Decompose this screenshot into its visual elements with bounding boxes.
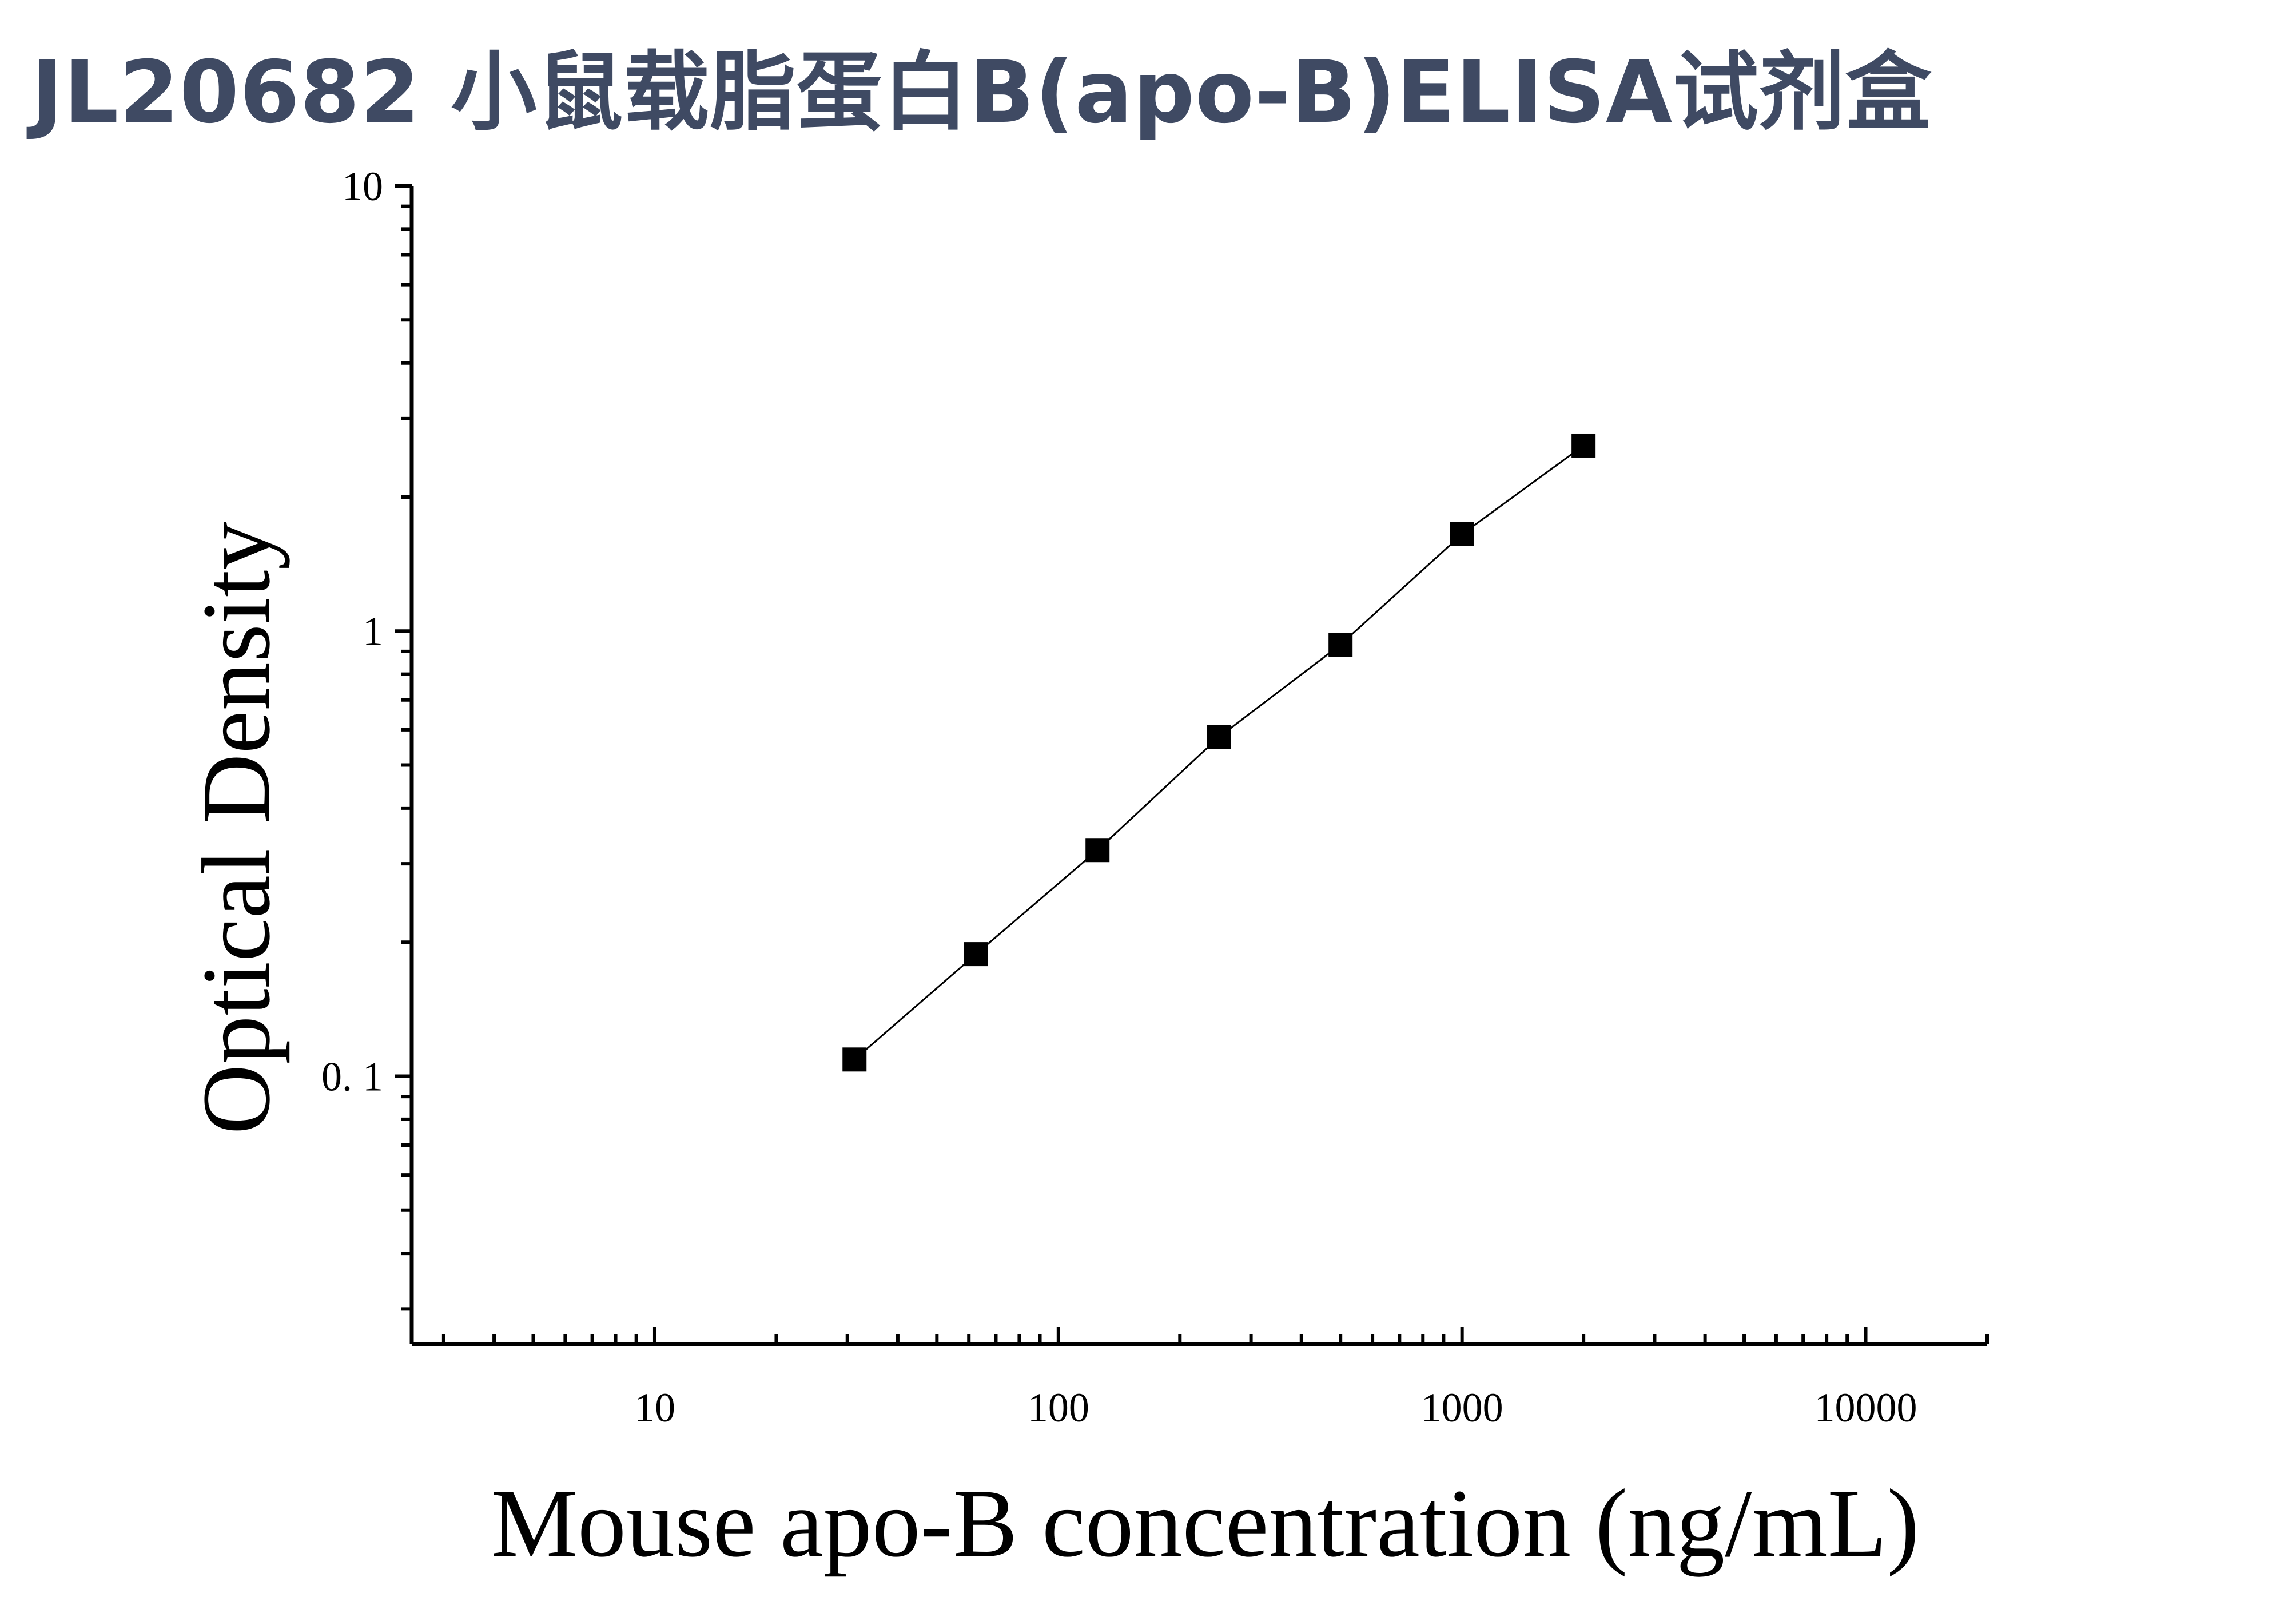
data-point: [964, 942, 988, 967]
x-axis-title: Mouse apo-B concentration (ng/mL): [491, 1469, 1919, 1577]
x-tick-label: 10000: [1814, 1385, 1917, 1431]
x-tick-label: 10: [634, 1385, 675, 1431]
data-point: [1571, 433, 1596, 458]
y-tick-label: 1: [363, 609, 383, 654]
y-tick-label: 10: [342, 164, 383, 209]
x-tick-label: 1000: [1421, 1385, 1503, 1431]
fit-curve-group: [854, 444, 1584, 1056]
data-points: [842, 433, 1596, 1072]
axis-labels: 10 100 1000 10000 0. 1 1 10 Mouse apo-B concent…: [182, 164, 1919, 1577]
fit-curve: [854, 444, 1584, 1056]
data-point: [1085, 838, 1110, 863]
x-tick-label: 100: [1028, 1385, 1089, 1431]
y-tick-label: 0. 1: [321, 1054, 383, 1099]
axes: [395, 184, 1989, 1346]
y-axis-title: Optical Density: [182, 522, 290, 1135]
page-title: JL20682 小鼠载脂蛋白B(apo-B)ELISA试剂盒: [31, 43, 1932, 142]
data-point: [842, 1047, 867, 1072]
data-point: [1328, 633, 1353, 657]
data-point: [1207, 725, 1231, 749]
data-point: [1450, 522, 1474, 546]
